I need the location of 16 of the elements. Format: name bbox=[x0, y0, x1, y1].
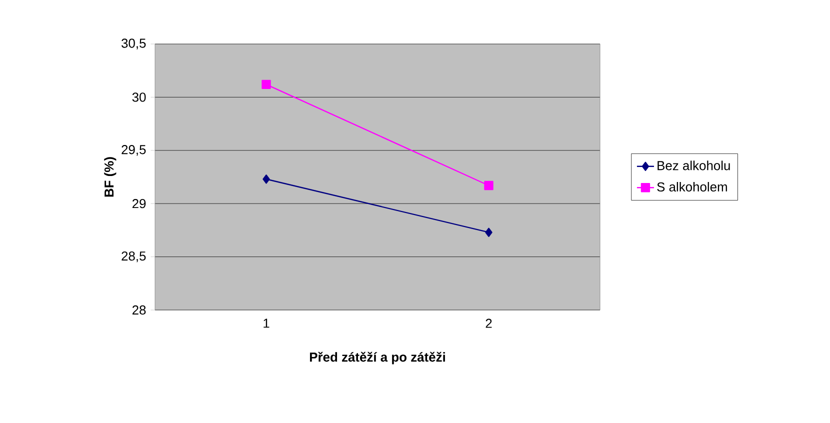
y-tick-label: 29 bbox=[132, 199, 146, 208]
point bbox=[485, 228, 492, 237]
x-tick-label: 2 bbox=[486, 318, 492, 328]
y-tick-label: 28,5 bbox=[122, 251, 146, 262]
y-tick-label: 30 bbox=[132, 92, 146, 102]
point bbox=[484, 180, 494, 190]
y-tick-label: 30,5 bbox=[122, 38, 146, 50]
legend-label: Bez alkoholu bbox=[658, 160, 730, 170]
y-tick-label: 28 bbox=[132, 305, 146, 315]
x-axis-title: Před zátěží a po zátěži bbox=[310, 352, 445, 364]
legend-label: S alkoholem bbox=[657, 182, 727, 192]
y-tick-label: 29,5 bbox=[122, 145, 146, 156]
point bbox=[262, 80, 271, 90]
x-tick-label: 1 bbox=[264, 318, 270, 328]
y-axis-title: BF (%) bbox=[104, 157, 116, 197]
point bbox=[262, 174, 270, 184]
